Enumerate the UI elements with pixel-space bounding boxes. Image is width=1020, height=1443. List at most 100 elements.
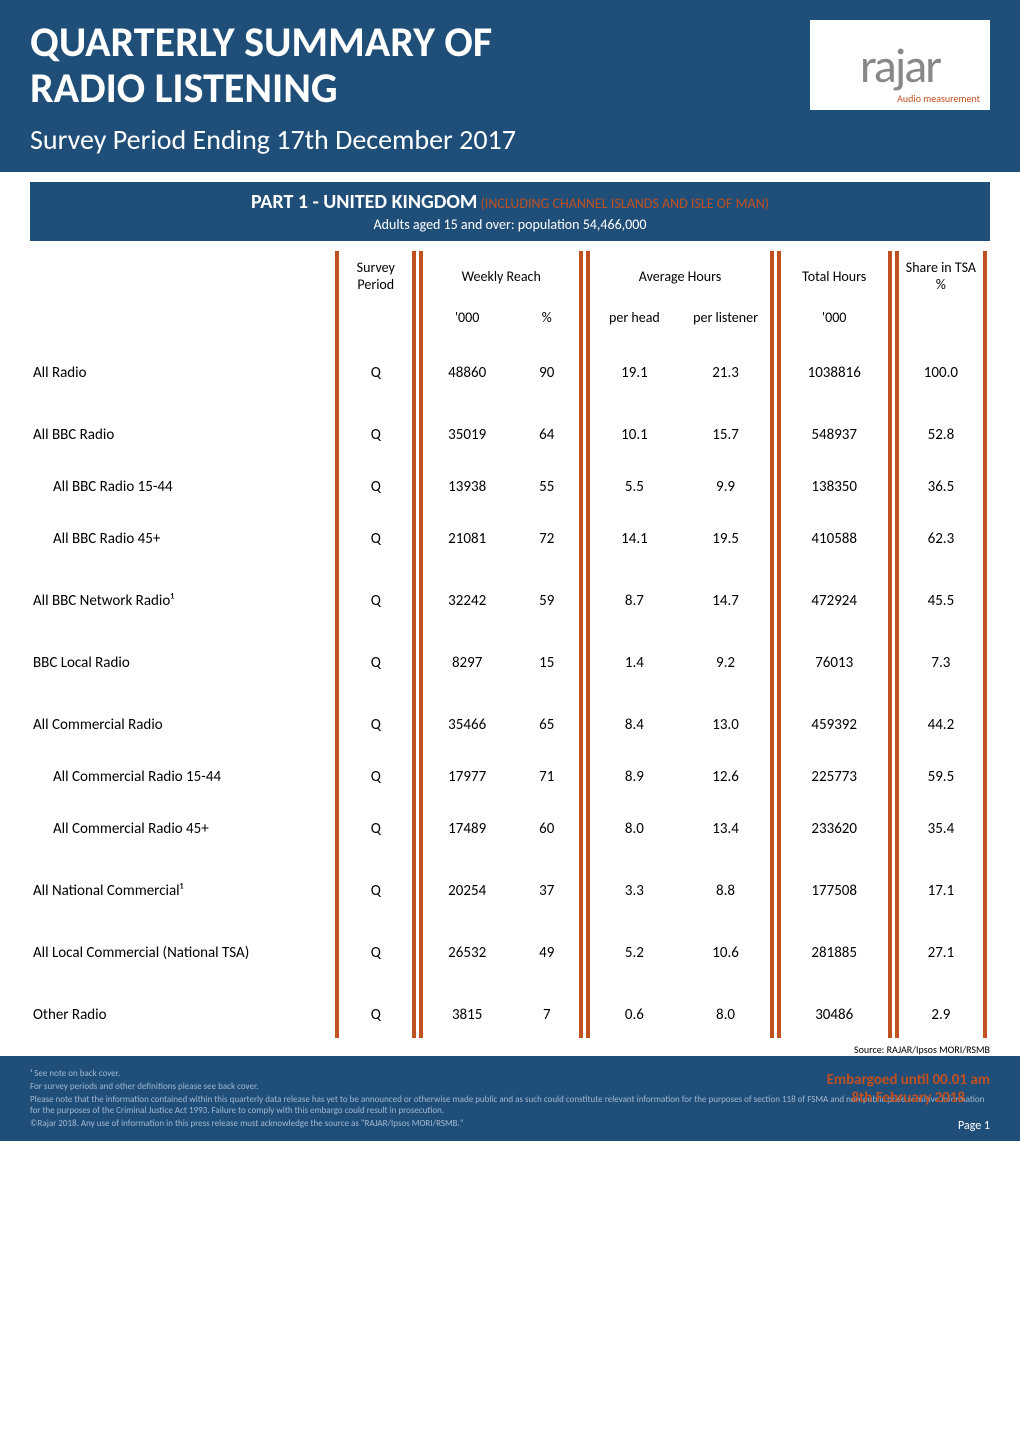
survey-period-subtitle: Survey Period Ending 17th December 2017 — [30, 122, 990, 157]
row-label: All BBC Network Radio¹ — [33, 562, 332, 624]
data-table-container: Survey Period Weekly Reach Average Hours… — [0, 251, 1020, 1038]
cell-per-listener: 19.5 — [681, 510, 773, 562]
header-survey: Survey Period — [335, 251, 416, 301]
footnote-4: ©Rajar 2018. Any use of information in t… — [30, 1118, 990, 1129]
cell-period: Q — [335, 976, 416, 1038]
cell-per-head: 0.6 — [586, 976, 678, 1038]
cell-period: Q — [335, 852, 416, 914]
cell-share: 27.1 — [895, 914, 987, 976]
cell-reach-000: 35019 — [419, 396, 511, 458]
cell-period: Q — [335, 914, 416, 976]
cell-reach-000: 48860 — [419, 334, 511, 396]
cell-reach-000: 13938 — [419, 458, 511, 510]
cell-per-listener: 13.0 — [681, 686, 773, 748]
cell-share: 36.5 — [895, 458, 987, 510]
row-label: All Commercial Radio — [33, 686, 332, 748]
table-row: All BBC Network Radio¹Q32242598.714.7472… — [33, 562, 987, 624]
cell-reach-000: 21081 — [419, 510, 511, 562]
cell-per-head: 19.1 — [586, 334, 678, 396]
row-label: All National Commercial¹ — [33, 852, 332, 914]
cell-share: 100.0 — [895, 334, 987, 396]
section-population: Adults aged 15 and over: population 54,4… — [38, 216, 982, 233]
embargo-notice: Embargoed until 00.01 am 8th February 20… — [827, 1071, 990, 1107]
header-total-hours: Total Hours — [777, 251, 892, 301]
cell-per-listener: 10.6 — [681, 914, 773, 976]
table-row: BBC Local RadioQ8297151.49.2760137.3 — [33, 624, 987, 686]
cell-total: 233620 — [777, 800, 892, 852]
cell-total: 548937 — [777, 396, 892, 458]
cell-share: 44.2 — [895, 686, 987, 748]
cell-reach-pct: 90 — [514, 334, 583, 396]
footnotes-section: ¹ See note on back cover. For survey per… — [0, 1056, 1020, 1141]
cell-total: 1038816 — [777, 334, 892, 396]
cell-share: 17.1 — [895, 852, 987, 914]
cell-per-listener: 15.7 — [681, 396, 773, 458]
source-note: Source: RAJAR/Ipsos MORI/RSMB — [0, 1043, 1020, 1056]
cell-reach-000: 17489 — [419, 800, 511, 852]
cell-period: Q — [335, 686, 416, 748]
cell-reach-pct: 49 — [514, 914, 583, 976]
cell-per-head: 10.1 — [586, 396, 678, 458]
cell-total: 225773 — [777, 748, 892, 800]
cell-reach-000: 32242 — [419, 562, 511, 624]
row-label: All Radio — [33, 334, 332, 396]
cell-reach-pct: 7 — [514, 976, 583, 1038]
cell-share: 2.9 — [895, 976, 987, 1038]
cell-per-listener: 12.6 — [681, 748, 773, 800]
header-reach-000: '000 — [419, 301, 511, 334]
cell-per-listener: 14.7 — [681, 562, 773, 624]
table-row: All Commercial RadioQ35466658.413.045939… — [33, 686, 987, 748]
cell-per-head: 14.1 — [586, 510, 678, 562]
cell-reach-000: 3815 — [419, 976, 511, 1038]
rajar-logo: rajar Audio measurement — [810, 20, 990, 110]
cell-per-head: 8.4 — [586, 686, 678, 748]
cell-share: 35.4 — [895, 800, 987, 852]
logo-subtext: Audio measurement — [897, 92, 980, 105]
cell-share: 59.5 — [895, 748, 987, 800]
header-blank — [33, 251, 332, 301]
cell-share: 62.3 — [895, 510, 987, 562]
cell-per-head: 8.0 — [586, 800, 678, 852]
table-row: All Commercial Radio 45+Q17489608.013.42… — [33, 800, 987, 852]
cell-reach-000: 17977 — [419, 748, 511, 800]
table-row: All Local Commercial (National TSA)Q2653… — [33, 914, 987, 976]
cell-period: Q — [335, 458, 416, 510]
row-label: BBC Local Radio — [33, 624, 332, 686]
table-row: Other RadioQ381570.68.0304862.9 — [33, 976, 987, 1038]
cell-reach-pct: 64 — [514, 396, 583, 458]
cell-per-listener: 9.9 — [681, 458, 773, 510]
cell-period: Q — [335, 800, 416, 852]
cell-share: 7.3 — [895, 624, 987, 686]
cell-period: Q — [335, 334, 416, 396]
row-label: All Commercial Radio 15-44 — [33, 748, 332, 800]
cell-reach-pct: 37 — [514, 852, 583, 914]
section-banner: PART 1 - UNITED KINGDOM (INCLUDING CHANN… — [30, 182, 990, 241]
cell-per-listener: 13.4 — [681, 800, 773, 852]
cell-total: 281885 — [777, 914, 892, 976]
cell-total: 30486 — [777, 976, 892, 1038]
cell-share: 52.8 — [895, 396, 987, 458]
table-row: All BBC Radio 45+Q210817214.119.54105886… — [33, 510, 987, 562]
header-avg-hours: Average Hours — [586, 251, 773, 301]
cell-reach-pct: 72 — [514, 510, 583, 562]
table-row: All National Commercial¹Q20254373.38.817… — [33, 852, 987, 914]
cell-per-head: 8.9 — [586, 748, 678, 800]
cell-per-head: 3.3 — [586, 852, 678, 914]
cell-period: Q — [335, 396, 416, 458]
cell-reach-000: 20254 — [419, 852, 511, 914]
header-weekly-reach: Weekly Reach — [419, 251, 583, 301]
header-row-2: '000 % per head per listener '000 — [33, 301, 987, 334]
cell-period: Q — [335, 510, 416, 562]
header-per-listener: per listener — [681, 301, 773, 334]
cell-reach-pct: 71 — [514, 748, 583, 800]
cell-total: 138350 — [777, 458, 892, 510]
cell-share: 45.5 — [895, 562, 987, 624]
table-row: All RadioQ488609019.121.31038816100.0 — [33, 334, 987, 396]
row-label: All BBC Radio — [33, 396, 332, 458]
section-title: PART 1 - UNITED KINGDOM (INCLUDING CHANN… — [38, 190, 982, 214]
row-label: All Local Commercial (National TSA) — [33, 914, 332, 976]
cell-reach-pct: 60 — [514, 800, 583, 852]
cell-total: 76013 — [777, 624, 892, 686]
cell-total: 177508 — [777, 852, 892, 914]
cell-per-listener: 8.8 — [681, 852, 773, 914]
